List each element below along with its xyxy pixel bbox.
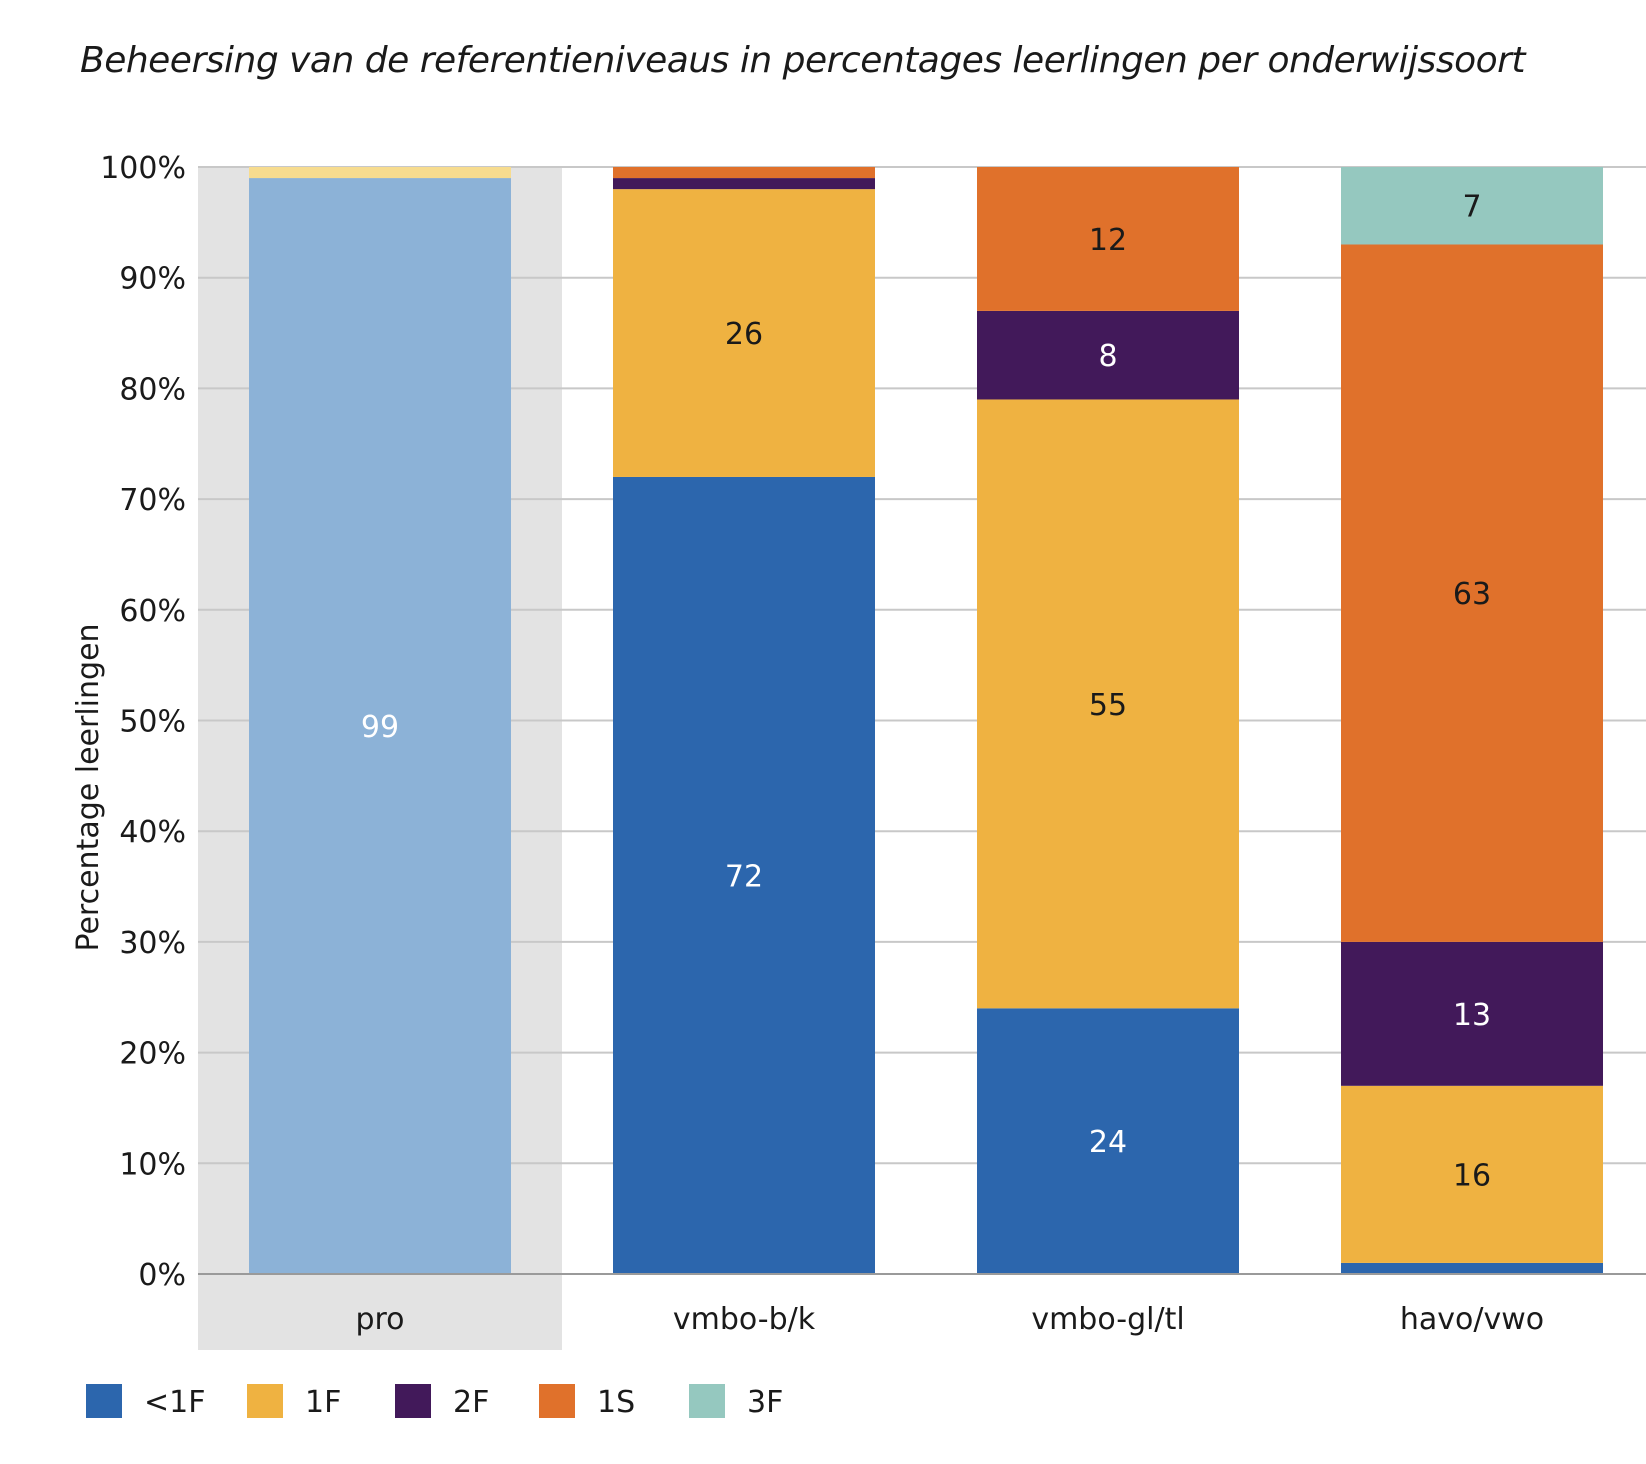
bar-segment (977, 310, 1239, 400)
data-label: 99 (361, 710, 399, 745)
y-tick-label: 10% (119, 1147, 186, 1182)
bar-segment (613, 178, 875, 190)
legend-swatch (86, 1384, 122, 1418)
bar-segment (977, 167, 1239, 311)
chart-title: Beheersing van de referentieniveaus in p… (80, 40, 1526, 81)
bar-segment (613, 189, 875, 477)
legend-label: 1F (305, 1385, 341, 1420)
y-tick-label: 50% (119, 705, 186, 740)
legend-swatch (689, 1384, 725, 1418)
bar-segment (1341, 1262, 1603, 1274)
legend-label: <1F (144, 1385, 205, 1420)
data-label: 8 (1098, 339, 1117, 374)
bar-segment (613, 476, 875, 1275)
legend-swatch (395, 1384, 431, 1418)
x-tick-label: vmbo-b/k (673, 1302, 816, 1337)
y-tick-label: 60% (119, 594, 186, 629)
y-tick-label: 100% (100, 151, 186, 186)
bar-segment (613, 167, 875, 179)
data-label: 16 (1453, 1158, 1491, 1193)
bar-segment (1341, 244, 1603, 942)
y-tick-label: 90% (119, 262, 186, 297)
legend-swatch (247, 1384, 283, 1418)
y-tick-label: 80% (119, 372, 186, 407)
y-tick-label: 20% (119, 1037, 186, 1072)
y-tick-label: 0% (138, 1258, 186, 1293)
x-tick-label: havo/vwo (1400, 1302, 1544, 1337)
bar-segment (1341, 1085, 1603, 1263)
data-label: 24 (1089, 1125, 1127, 1160)
data-label: 63 (1453, 577, 1491, 612)
data-label: 72 (725, 859, 763, 894)
y-tick-label: 40% (119, 815, 186, 850)
data-label: 55 (1089, 688, 1127, 723)
y-tick-label: 70% (119, 483, 186, 518)
bar-segment (977, 399, 1239, 1009)
data-label: 13 (1453, 998, 1491, 1033)
y-axis-title: Percentage leerlingen (71, 623, 106, 951)
legend-label: 3F (747, 1385, 783, 1420)
data-label: 12 (1089, 223, 1127, 258)
bar-segment (249, 178, 511, 1274)
legend-label: 2F (453, 1385, 489, 1420)
bar-segment (1341, 941, 1603, 1086)
y-tick-label: 30% (119, 926, 186, 961)
x-tick-label: vmbo-gl/tl (1031, 1302, 1184, 1337)
data-label: 7 (1462, 190, 1481, 225)
x-tick-label: pro (355, 1302, 404, 1337)
legend-label: 1S (597, 1385, 635, 1420)
bar-segment (977, 1008, 1239, 1274)
bar-segment (249, 167, 511, 179)
data-label: 26 (725, 317, 763, 352)
legend-swatch (539, 1384, 575, 1418)
bar-segment (1341, 167, 1603, 245)
